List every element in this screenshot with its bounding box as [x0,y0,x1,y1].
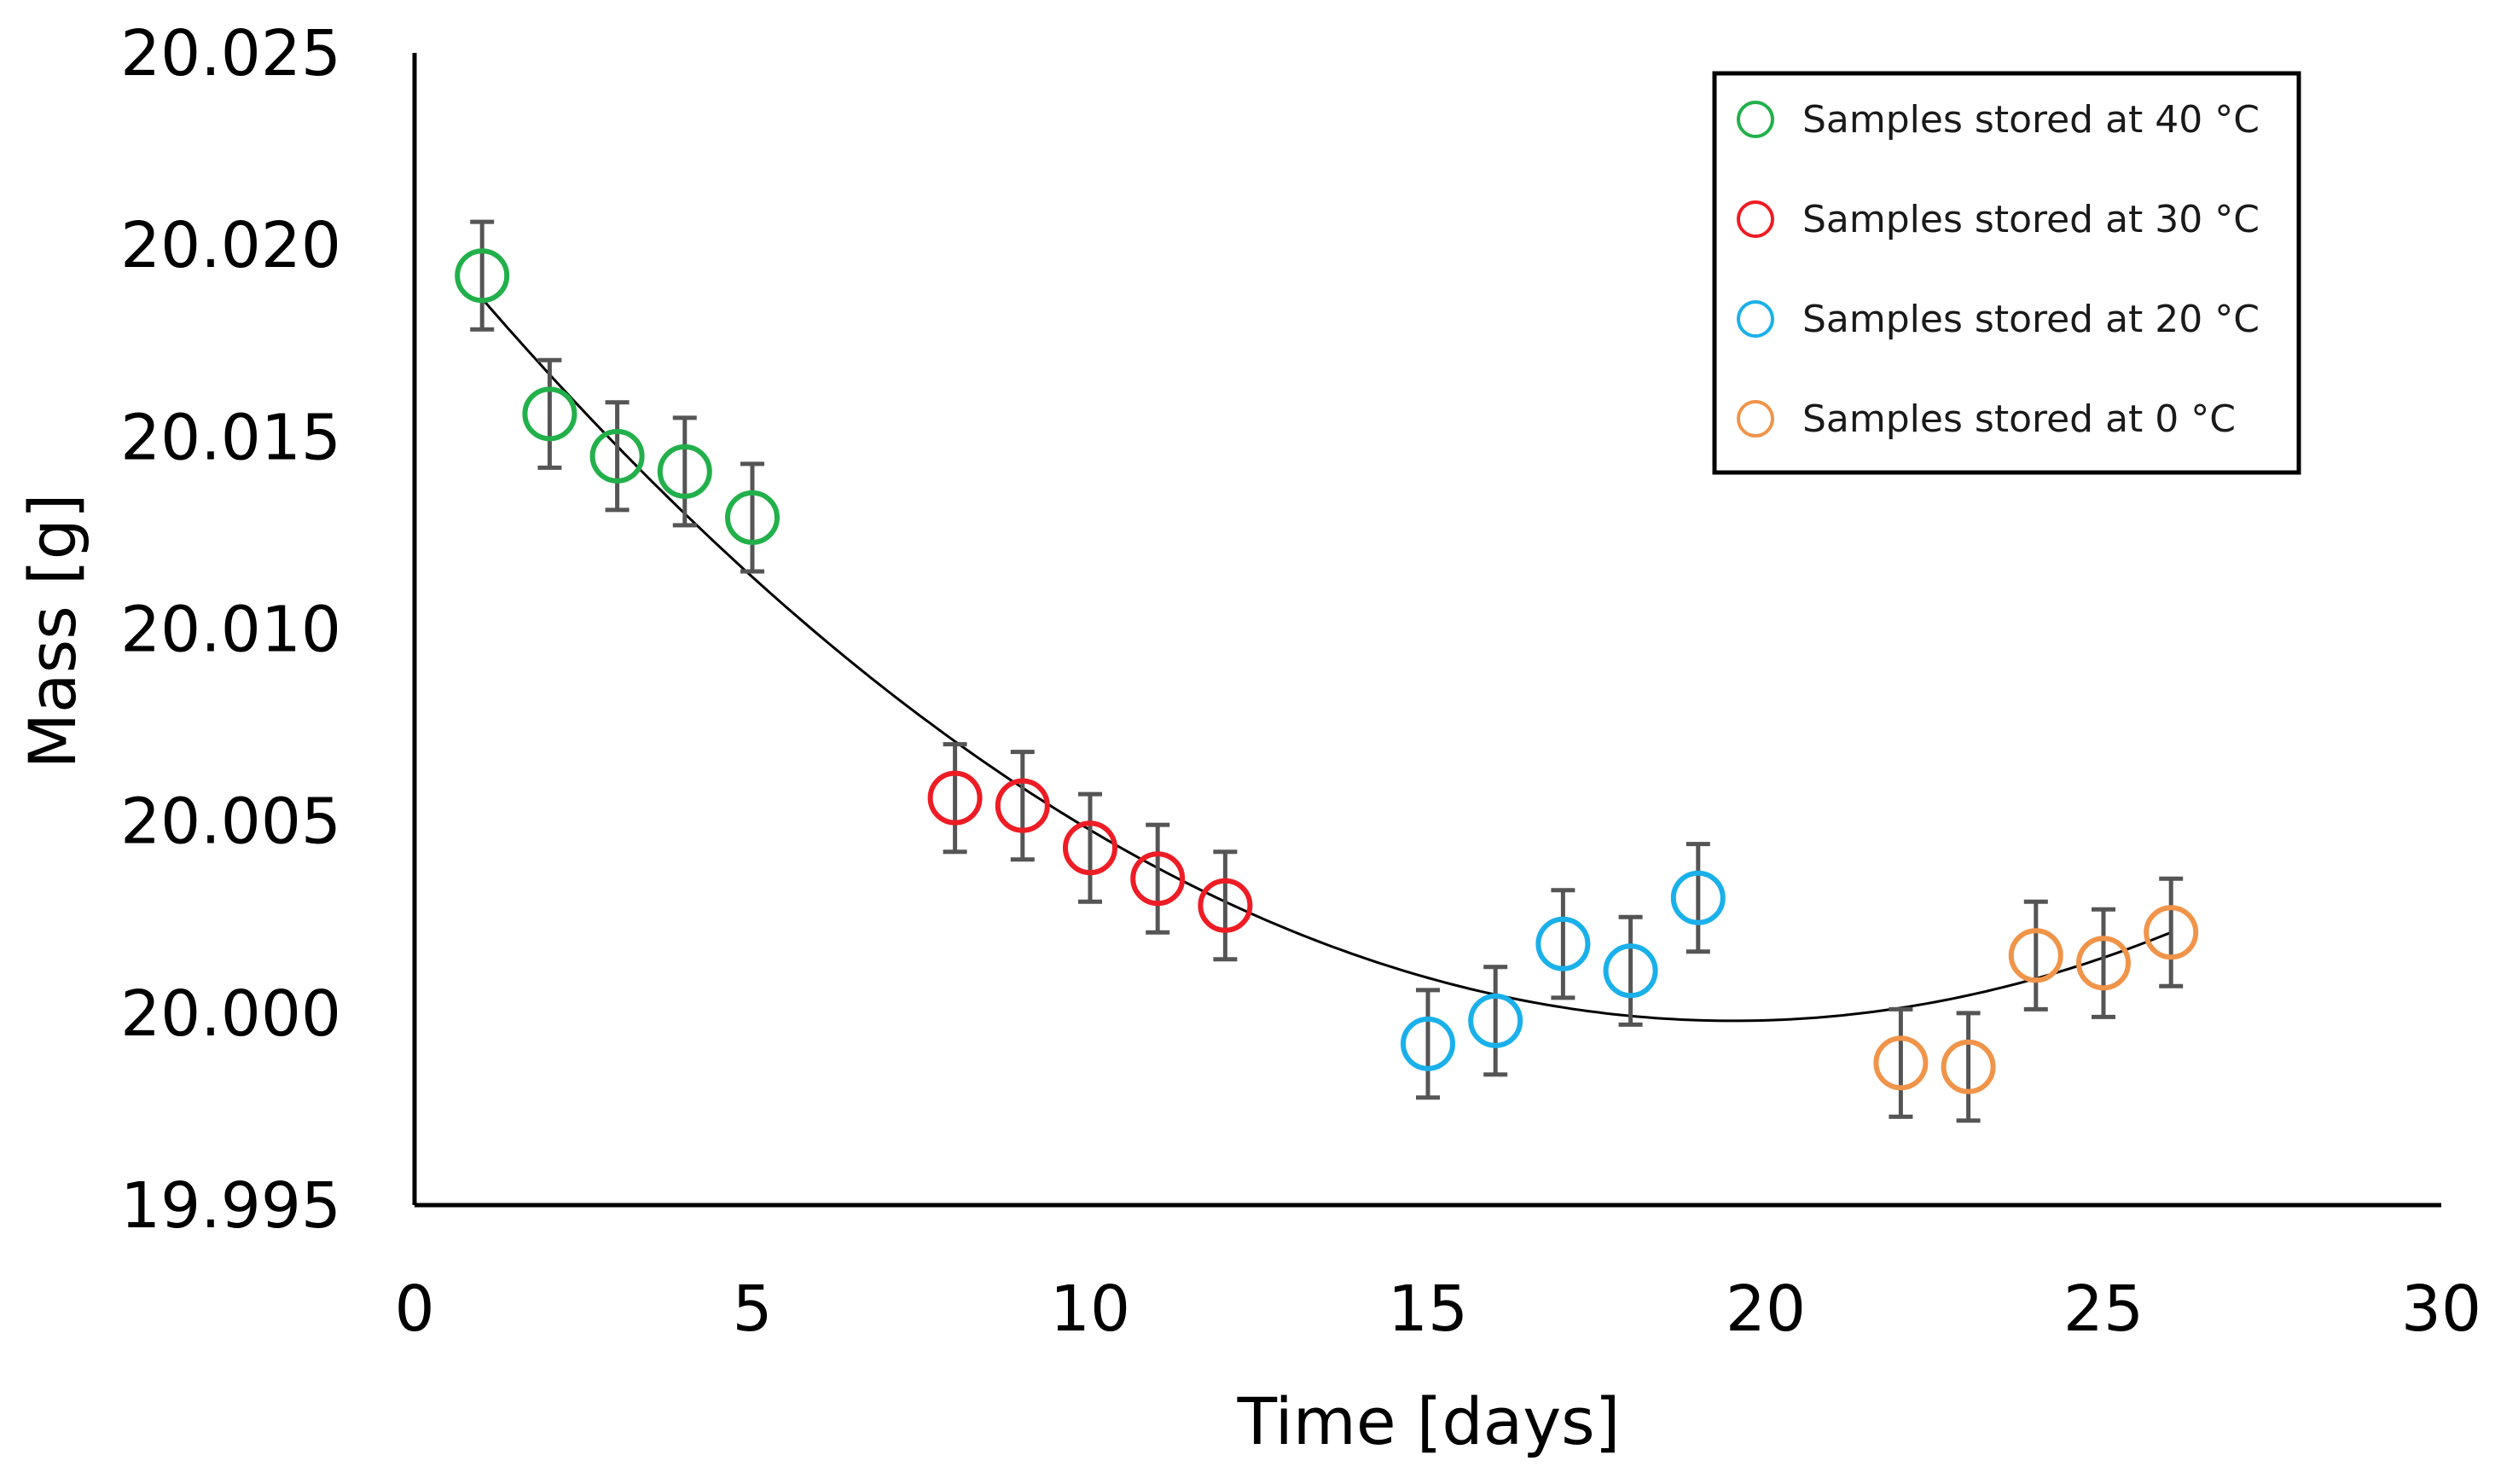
error-bar [2023,899,2048,1012]
x-tick-label: 0 [394,1272,434,1346]
y-tick-label: 20.025 [120,17,341,90]
data-point [995,778,1050,833]
error-bar [1213,849,1238,962]
legend-item: Samples stored at 20 °C [1737,298,2260,341]
data-point [657,443,712,499]
data-point [2008,928,2063,983]
error-bar [605,400,630,513]
x-tick-label: 5 [732,1272,772,1346]
data-point [2076,936,2131,991]
y-tick-label: 20.010 [120,594,341,667]
legend-item: Samples stored at 0 °C [1737,397,2236,441]
error-bar [537,357,562,470]
y-tick-label: 20.015 [120,401,341,474]
error-bar [2092,907,2115,1019]
legend-label: Samples stored at 40 °C [1802,98,2260,142]
legend-marker [1737,200,1774,238]
data-point [927,770,983,826]
error-bar [1483,965,1508,1077]
axes [412,53,2441,1208]
error-bar [2159,876,2184,988]
data-point [1670,870,1726,925]
y-tick-label: 20.000 [120,977,341,1051]
error-bar [1078,791,1102,904]
legend-item: Samples stored at 30 °C [1737,198,2260,241]
error-bar [470,219,495,332]
data-point [1941,1039,1996,1094]
data-point [2144,905,2199,960]
error-bar [1889,1006,1913,1119]
data-point [455,248,510,304]
legend-item: Samples stored at 40 °C [1737,98,2260,142]
error-bar [1010,750,1035,862]
error-bar [1416,988,1440,1100]
x-tick-label: 30 [2401,1272,2481,1346]
data-point [1603,943,1658,999]
data-points [455,248,2199,1094]
error-bar [943,742,967,855]
legend-marker [1737,300,1774,338]
legend-items: Samples stored at 40 °C Samples stored at… [1737,98,2260,441]
y-axis-title: Mass [g] [15,493,90,768]
x-tick-label: 25 [2063,1272,2144,1346]
data-point [1063,820,1117,876]
data-point [522,386,577,442]
y-tick-label: 19.995 [120,1169,341,1243]
error-bar [1686,842,1710,954]
error-bar [1551,888,1575,1000]
data-point [1198,878,1253,933]
y-tick-label: 20.020 [120,209,341,282]
data-point [589,428,645,484]
error-bar [1956,1011,1981,1123]
data-point [1401,1016,1455,1071]
x-tick-label: 15 [1388,1272,1468,1346]
y-tick-labels: 19.995 20.000 20.005 20.010 20.015 20.020 20.0… [120,17,341,1243]
error-bars [470,219,2184,1123]
data-point [1873,1035,1929,1091]
legend-marker [1737,101,1774,138]
data-point [1468,993,1523,1048]
y-tick-label: 20.005 [120,785,341,859]
error-bar [740,461,764,574]
data-point [1535,916,1591,971]
error-bar [672,415,697,528]
data-point [725,490,780,545]
legend-box [1712,71,2301,475]
x-tick-label: 10 [1050,1272,1130,1346]
legend-label: Samples stored at 30 °C [1802,198,2260,241]
data-point [1130,851,1186,907]
legend-marker [1737,400,1774,438]
error-bar [1618,914,1643,1027]
legend: Samples stored at 40 °C Samples stored at… [1712,71,2301,475]
legend-label: Samples stored at 0 °C [1802,397,2236,441]
legend-label: Samples stored at 20 °C [1802,298,2260,341]
x-tick-label: 20 [1726,1272,1806,1346]
error-bar [1146,822,1170,935]
x-axis-title: Time [days] [1237,1383,1621,1459]
x-tick-labels: 0 5 10 15 20 25 30 [394,1272,2481,1346]
